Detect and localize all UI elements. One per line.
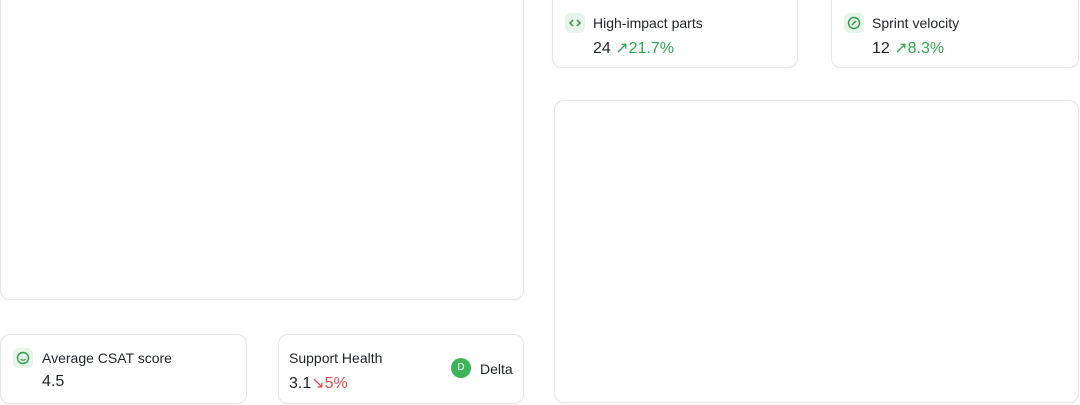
kpi-card: Resolution Time by WeekToday 5:45 PM01d2… (552, 0, 798, 68)
kpi-label: Average CSAT score (42, 350, 172, 366)
line-card (554, 100, 1079, 403)
kpi-change: ↘5% (311, 375, 348, 392)
kpi-label: Sprint velocity (872, 15, 960, 31)
kpi-change-text: 5% (324, 375, 348, 392)
team-name: Delta (480, 361, 513, 377)
kpi-change-text: 8.3% (907, 40, 945, 57)
kpi-value: 12 ↗8.3% (872, 38, 944, 58)
kpi-card: Sprint velocity 12 ↗8.3% (831, 0, 1079, 68)
icon: Resolution Time by WeekToday 5:45 PM01d2… (565, 13, 585, 33)
kpi-value: 24 ↗21.7% (593, 38, 674, 58)
kpi-change-text: 21.7% (628, 40, 675, 57)
kpi-value: 3.1↘5% (289, 373, 348, 393)
kpi-number: 12 (872, 40, 890, 57)
kpi-label: High-impact parts (593, 15, 703, 31)
kpi-number: 24 (593, 40, 611, 57)
kpi-number: 3.1 (289, 375, 312, 392)
kpi-change: ↗21.7% (615, 40, 675, 57)
bar-card (0, 0, 524, 300)
icon (844, 13, 864, 33)
icon (13, 348, 33, 368)
kpi-card: Support Health 3.1↘5% D Delta (278, 334, 524, 404)
kpi-number: 4.5 (42, 373, 65, 390)
kpi-change: ↗8.3% (894, 40, 945, 57)
kpi-card: Average CSAT score 4.5 (0, 334, 247, 404)
kpi-label: Support Health (289, 350, 383, 366)
avatar: D (451, 358, 471, 378)
